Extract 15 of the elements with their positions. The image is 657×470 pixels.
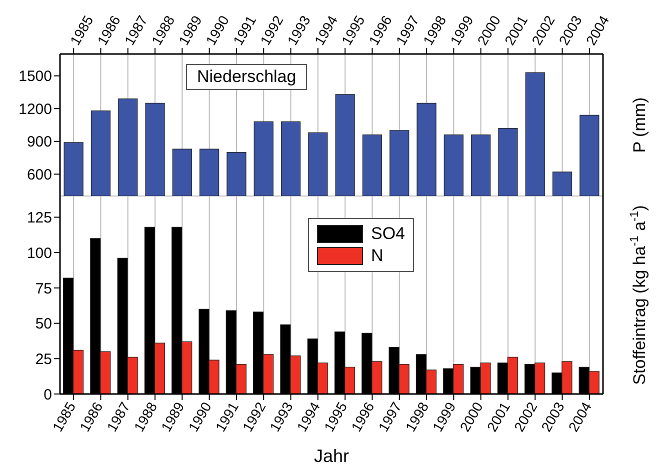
- x-axis-title: Jahr: [314, 446, 350, 466]
- y-tick-label: 100: [26, 244, 52, 262]
- y-tick-label: 50: [35, 316, 52, 333]
- y-tick-label: 25: [35, 350, 52, 368]
- y-tick-label: 1500: [18, 68, 52, 86]
- legend-label: SO4: [371, 224, 406, 244]
- y-tick-label: 1200: [18, 100, 52, 118]
- y-tick-label: 0: [44, 386, 52, 404]
- y-axis-title: P (mm): [630, 97, 649, 153]
- legend-label: N: [371, 246, 384, 266]
- y-tick-label: 900: [26, 134, 52, 151]
- y-tick-label: 600: [26, 166, 52, 184]
- y-tick-label: 75: [35, 280, 52, 298]
- y-tick-label: 125: [26, 210, 52, 227]
- annotation: Niederschlag: [186, 64, 308, 90]
